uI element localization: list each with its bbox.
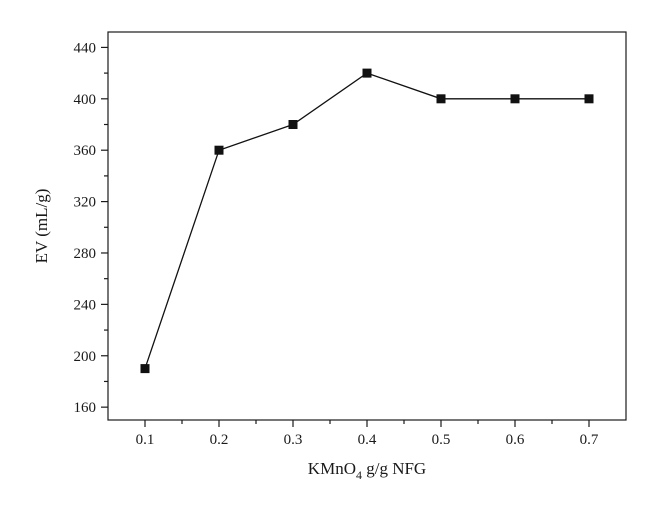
x-axis-label-rest: g/g NFG [362, 459, 426, 478]
data-point-marker [140, 364, 150, 374]
y-tick-label: 160 [74, 400, 97, 416]
x-tick-label: 0.6 [506, 432, 525, 448]
y-axis-ticks: 160 200 240 280 320 360 400 440 [74, 40, 108, 416]
data-point-marker [214, 145, 224, 155]
x-tick-label: 0.1 [136, 432, 155, 448]
y-tick-label: 280 [74, 246, 97, 262]
x-axis-label: KMnO4 g/g NFG [308, 459, 426, 482]
data-point-marker [436, 94, 446, 104]
x-axis-label-subscript: 4 [356, 468, 362, 482]
y-tick-label: 320 [74, 195, 97, 211]
x-tick-label: 0.7 [580, 432, 599, 448]
y-tick-label: 440 [74, 40, 97, 56]
series-layer [140, 68, 594, 374]
x-axis-ticks: 0.1 0.2 0.3 0.4 0.5 0.6 0.7 [136, 420, 599, 448]
data-point-marker [584, 94, 594, 104]
x-axis-label-main: KMnO [308, 459, 356, 478]
y-tick-label: 200 [74, 349, 97, 365]
x-tick-label: 0.5 [432, 432, 451, 448]
y-tick-label: 400 [74, 92, 97, 108]
data-point-marker [362, 68, 372, 78]
x-tick-label: 0.2 [210, 432, 229, 448]
y-tick-label: 360 [74, 143, 97, 159]
data-point-marker [288, 120, 298, 130]
plot-frame [107, 31, 627, 421]
series-line [144, 72, 589, 369]
data-point-marker [510, 94, 520, 104]
y-tick-label: 240 [74, 297, 97, 313]
y-axis-label: EV (mL/g) [32, 189, 51, 264]
x-tick-label: 0.3 [284, 432, 303, 448]
x-tick-label: 0.4 [358, 432, 377, 448]
